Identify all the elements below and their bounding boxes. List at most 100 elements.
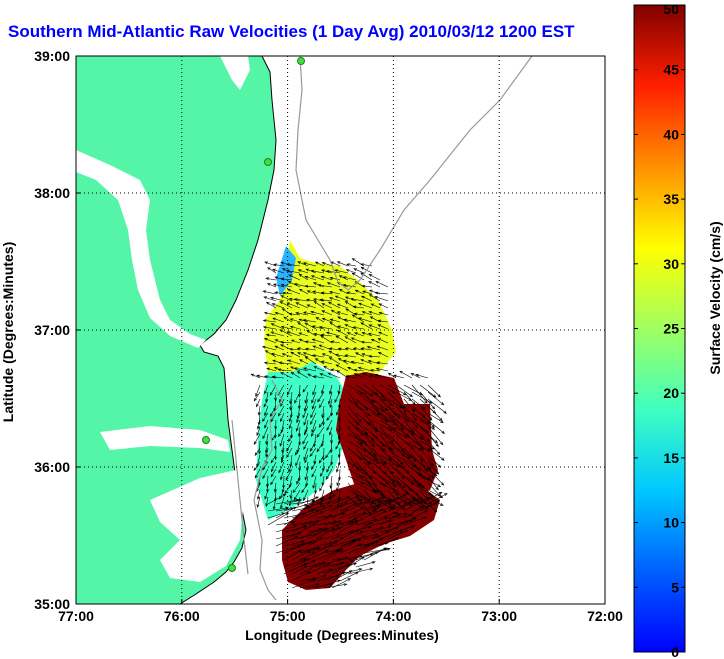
velocity-vector [347, 419, 364, 437]
velocity-vector [363, 398, 385, 413]
velocity-vector [363, 496, 386, 505]
velocity-vector [288, 461, 293, 473]
velocity-vector [270, 296, 285, 302]
velocity-vector [378, 303, 389, 309]
velocity-vector [295, 454, 301, 467]
velocity-vector [347, 440, 367, 452]
velocity-vector [375, 281, 389, 288]
radar-station-marker [228, 564, 236, 572]
velocity-vector [304, 340, 317, 344]
velocity-vector [261, 345, 277, 351]
velocity-vector [339, 543, 363, 554]
velocity-vector [379, 468, 396, 484]
velocity-vector [274, 291, 285, 295]
velocity-vector [379, 447, 393, 461]
velocity-vector [344, 347, 357, 351]
velocity-vector [360, 322, 373, 330]
velocity-vector [336, 261, 349, 267]
velocity-vector [345, 375, 357, 379]
velocity-vector [315, 549, 341, 561]
velocity-vector [292, 482, 301, 494]
velocity-vector [322, 412, 325, 427]
velocity-vector [278, 361, 293, 365]
velocity-vector [267, 493, 287, 505]
velocity-vector [283, 540, 306, 547]
velocity-vector [411, 440, 431, 452]
velocity-vector [371, 468, 389, 485]
velocity-vector [315, 579, 341, 589]
velocity-vector [309, 440, 317, 452]
velocity-vector [318, 419, 325, 428]
velocity-vector [375, 367, 389, 372]
velocity-vector [328, 357, 341, 365]
velocity-vector [310, 405, 317, 419]
velocity-vector [403, 499, 425, 512]
velocity-vector [323, 498, 342, 505]
velocity-vector [419, 496, 438, 513]
velocity-vector [323, 520, 342, 526]
velocity-vector [298, 318, 309, 323]
y-tick-label: 38:00 [34, 185, 70, 201]
colorbar-tick-label: 5 [671, 579, 679, 595]
velocity-vector [294, 391, 301, 404]
velocity-vector [313, 454, 317, 465]
velocity-vector [336, 461, 341, 473]
velocity-vector [295, 311, 309, 316]
velocity-vector [280, 277, 293, 281]
y-tick-label: 35:00 [34, 596, 70, 612]
velocity-vector [395, 440, 411, 460]
velocity-vector [303, 412, 309, 426]
y-tick-label: 36:00 [34, 459, 70, 475]
velocity-vector [318, 454, 325, 464]
velocity-vector [374, 373, 389, 379]
velocity-vector [371, 419, 393, 432]
velocity-vector [285, 468, 293, 481]
velocity-vector [297, 261, 309, 267]
velocity-vector [376, 345, 389, 351]
velocity-vector [379, 505, 397, 512]
velocity-vector [363, 526, 384, 533]
velocity-vector [272, 496, 277, 511]
velocity-vector [312, 375, 325, 379]
velocity-vector [310, 426, 317, 437]
x-tick-label: 75:00 [270, 608, 306, 624]
velocity-vector [336, 370, 349, 379]
velocity-vector [321, 405, 325, 419]
velocity-vector [250, 373, 261, 379]
velocity-vector [411, 482, 433, 496]
velocity-vector [256, 419, 261, 430]
velocity-vector [351, 314, 365, 323]
velocity-vector [379, 536, 400, 547]
velocity-vector [355, 391, 376, 403]
x-tick-label: 73:00 [481, 608, 517, 624]
velocity-vector [347, 535, 366, 547]
velocity-vector [370, 368, 381, 372]
velocity-vector [330, 405, 334, 417]
velocity-vector [379, 426, 394, 444]
velocity-vector [419, 412, 435, 428]
velocity-vector [314, 358, 325, 365]
velocity-vector [262, 468, 269, 480]
velocity-vector [419, 491, 443, 505]
velocity-vector [299, 562, 322, 575]
velocity-vector [403, 391, 416, 406]
velocity-vector [288, 419, 293, 430]
velocity-vector [355, 521, 374, 533]
velocity-vector [325, 331, 341, 337]
velocity-vector [314, 261, 325, 267]
y-axis-label: Latitude (Degrees:Minutes) [0, 242, 16, 422]
velocity-vector [355, 496, 373, 516]
velocity-vector [331, 570, 353, 582]
velocity-vector [336, 303, 349, 309]
velocity-vector [347, 489, 364, 498]
velocity-vector [312, 290, 325, 295]
velocity-vector [328, 347, 341, 351]
velocity-vector [283, 516, 300, 526]
velocity-vector [274, 447, 278, 461]
velocity-vector [368, 289, 381, 295]
velocity-vector [302, 318, 317, 323]
velocity-vector [305, 496, 309, 509]
velocity-vector [427, 489, 444, 498]
velocity-vector [319, 482, 325, 492]
velocity-vector [353, 332, 365, 337]
